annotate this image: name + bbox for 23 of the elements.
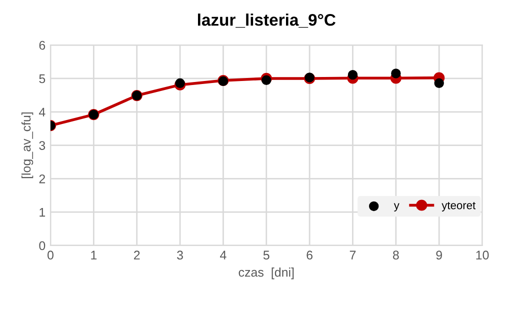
chart-title: lazur_listeria_9°C [198, 14, 336, 28]
x-tick-label: 6 [306, 250, 312, 260]
x-tick-label: 8 [392, 250, 399, 260]
y-axis-title: [log_av_cfu] [21, 112, 34, 178]
legend-label: y [394, 203, 400, 212]
x-tick-label: 10 [476, 250, 489, 260]
x-tick-label: 9 [436, 250, 442, 260]
x-tick-label: 2 [134, 250, 140, 260]
y-tick-label: 0 [39, 241, 46, 250]
y-tick-label: 5 [39, 74, 46, 84]
legend-label: yteoret [442, 202, 476, 212]
x-tick-label: 3 [177, 250, 183, 260]
x-tick-label: 1 [91, 250, 97, 260]
y-tick-label: 2 [39, 174, 46, 184]
y-tick-label: 3 [39, 141, 46, 150]
x-tick-label: 7 [350, 250, 356, 260]
x-tick-label: 5 [263, 250, 270, 260]
y-tick-label: 4 [38, 108, 46, 116]
y-tick-label: 1 [40, 208, 46, 217]
x-axis-title: czas [dni] [238, 268, 294, 280]
x-tick-label: 0 [48, 250, 54, 260]
y-tick-label: 6 [39, 40, 46, 50]
x-tick-label: 4 [220, 250, 226, 260]
